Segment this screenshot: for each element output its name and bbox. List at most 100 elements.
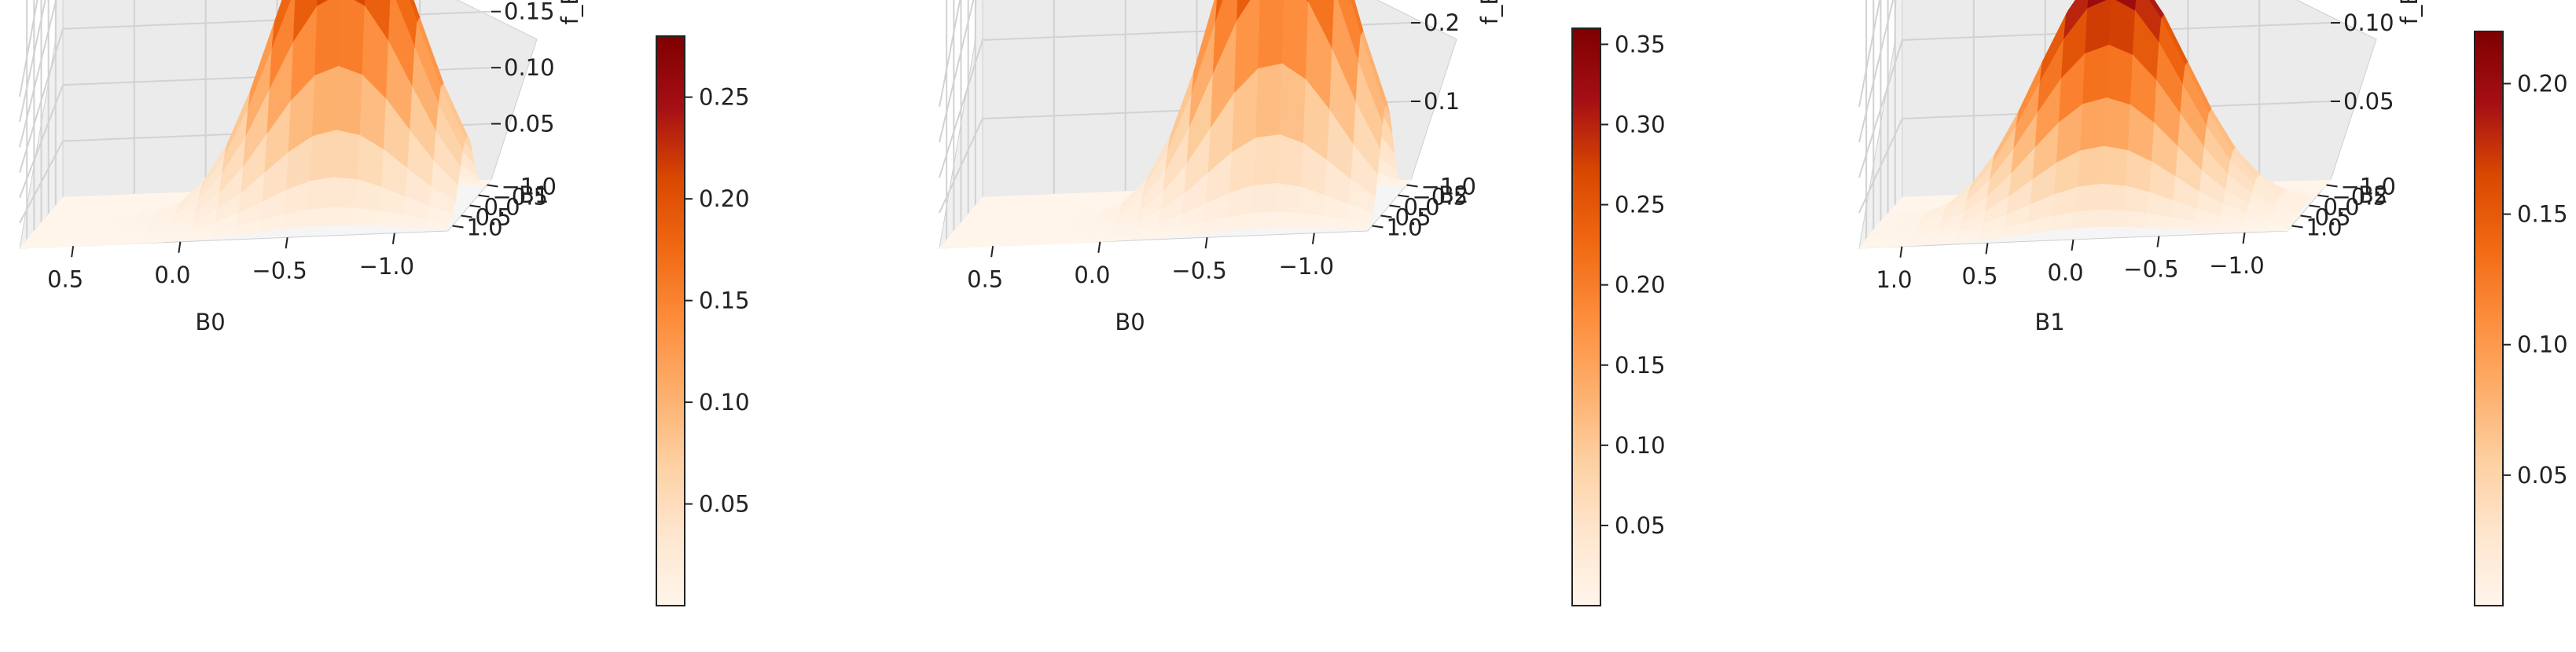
surface-patch [2080, 97, 2107, 152]
x-tick-mark [2071, 239, 2074, 251]
colorbar-tick-label: 0.30 [1615, 112, 1666, 138]
surface-patch [42, 243, 71, 248]
colorbar: 0.05 0.10 0.15 0.20 0.25 [656, 35, 750, 606]
grid-line [19, 0, 57, 148]
grid-line [1858, 22, 2332, 178]
surface-patch [938, 244, 967, 249]
x-tick-label: −1.0 [359, 253, 414, 280]
x-tick-mark [391, 233, 395, 244]
colorbar-tick-label: 0.25 [1615, 192, 1666, 218]
surface-patch [2106, 44, 2133, 106]
x-axis-label: B0 [1115, 309, 1145, 335]
surface-patch [424, 218, 451, 229]
x-tick-label: 0.5 [47, 266, 83, 292]
colorbar-tick-label: 0.15 [2517, 201, 2568, 228]
colorbar-tick-label: 0.20 [2517, 70, 2568, 97]
x-tick-mark [2156, 236, 2160, 247]
y-tick-mark [2291, 225, 2303, 229]
x-tick-mark [2242, 233, 2246, 244]
y-tick-label: 0.0 [484, 194, 520, 221]
colorbar-tick-label: 0.15 [699, 288, 750, 314]
z-tick-label: 0.05 [2343, 88, 2394, 115]
x-tick-label: 0.0 [1074, 262, 1110, 288]
x-tick-label: −0.5 [1171, 257, 1226, 284]
grid-line [1858, 0, 1894, 143]
surface-patch [18, 244, 47, 249]
colorbar-tick-label: 0.35 [1615, 31, 1666, 57]
x-tick-mark [178, 241, 182, 253]
surface-patch [333, 130, 361, 181]
surface-patch [1274, 182, 1302, 214]
surface-patch [311, 65, 340, 137]
x-tick-mark [1097, 241, 1101, 253]
surface-patch [314, 0, 342, 77]
x-tick-mark [285, 237, 288, 249]
surface-patch [2120, 210, 2148, 228]
colorbar-tick-label: 0.10 [1615, 432, 1666, 459]
x-tick-mark [1204, 237, 1208, 249]
colorbar-tick-label: 0.10 [2517, 331, 2568, 358]
surface-patch [1009, 240, 1038, 246]
x-tick-label: 1.0 [1876, 266, 1912, 293]
surface-patch [2262, 226, 2291, 232]
y-tick-mark [1389, 204, 1401, 208]
surface-patch [2078, 145, 2105, 188]
colorbar-tick-label: 0.05 [1615, 512, 1666, 539]
y-tick-label: −0.5 [493, 184, 548, 211]
colorbar-gradient [1571, 27, 1601, 606]
z-tick-label: 0.2 [1424, 9, 1460, 36]
y-tick-label: 1.0 [1387, 214, 1423, 241]
surface-patch [2075, 183, 2103, 213]
colorbar-tick-label: 0.05 [699, 491, 750, 518]
x-tick-mark [1899, 246, 1903, 258]
surface-patch [338, 0, 366, 76]
x-tick-mark [71, 246, 75, 258]
z-axis-label: f_B [1476, 0, 1503, 24]
x-tick-mark [1311, 233, 1315, 244]
surface-patch [2072, 210, 2100, 229]
surface-patch [2104, 97, 2131, 152]
z-tick-label: 0.15 [504, 0, 555, 25]
colorbar-gradient [656, 35, 685, 606]
colorbar-tick-label: 0.15 [1615, 352, 1666, 379]
z-tick-label: 0.10 [2343, 9, 2394, 36]
chart-panel-1: 0.5 0.0 −0.5 −1.0B0−1.0−0.50.00.51.0B10.050… [18, 0, 750, 606]
chart-panel-2: 0.5 0.0 −0.5 −1.0B0−1.0−0.50.00.51.0B20.10.… [938, 0, 1666, 606]
x-tick-mark [1985, 243, 1989, 255]
y-tick-mark [1406, 184, 1418, 188]
y-tick-label: 1.0 [467, 214, 503, 241]
grid-line [939, 0, 975, 143]
surface-patch [1343, 219, 1371, 229]
colorbar-tick-label: 0.05 [2517, 462, 2568, 489]
x-tick-mark [990, 246, 994, 258]
z-axis-label: f_B [2396, 0, 2423, 24]
y-tick-label: 1.0 [2306, 214, 2343, 241]
surface-patch [307, 177, 335, 211]
y-tick-label: −0.5 [2332, 184, 2387, 211]
colorbar: 0.05 0.10 0.15 0.20 [2474, 31, 2568, 606]
y-tick-mark [2326, 184, 2338, 188]
y-tick-mark [452, 225, 464, 229]
z-tick-label: 0.1 [1424, 88, 1460, 115]
grid-line [19, 0, 46, 123]
y-tick-label: 0.5 [2315, 204, 2351, 231]
y-tick-mark [487, 184, 498, 188]
surface-patch [1255, 63, 1283, 139]
x-tick-label: −1.0 [1279, 253, 1334, 280]
y-tick-mark [469, 204, 481, 208]
y-tick-mark [1398, 194, 1409, 198]
surface-patch [1253, 134, 1281, 186]
colorbar: 0.05 0.10 0.15 0.20 0.25 0.30 0.35 [1571, 27, 1666, 606]
y-tick-label: −1.0 [502, 174, 557, 200]
y-axis-label: B2 [2358, 181, 2388, 208]
y-tick-label: 0.5 [1395, 204, 1431, 231]
grid-line [1858, 0, 1881, 108]
surface [1858, 0, 2332, 249]
y-tick-label: 0.5 [476, 204, 512, 231]
surface-patch [2265, 222, 2294, 228]
surface-patch [1272, 211, 1299, 228]
surface-patch [1277, 134, 1304, 189]
x-tick-label: 0.0 [2047, 259, 2083, 286]
y-axis-label: B1 [519, 181, 549, 208]
